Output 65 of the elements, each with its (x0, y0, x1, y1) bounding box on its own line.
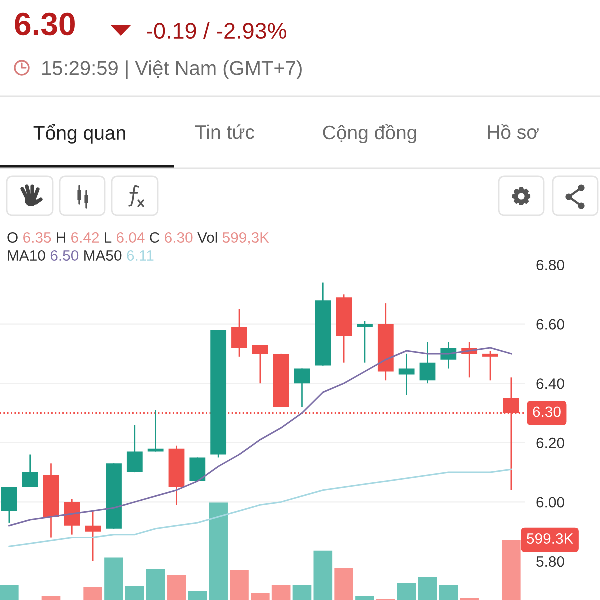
candlestick (126, 424, 143, 474)
y-tick-label: 6.20 (536, 438, 564, 448)
candlestick (148, 410, 164, 452)
bar (104, 558, 124, 600)
candlestick (232, 308, 248, 358)
y-tick-label: 6.40 (536, 378, 564, 390)
text: Tin tức (195, 124, 254, 140)
candlestick (357, 320, 373, 364)
line-series (8, 468, 512, 548)
text: 6.30 (15, 12, 75, 36)
bar (42, 596, 61, 600)
text: 599,3K (222, 232, 270, 245)
y-tick-label: 6.60 (536, 319, 564, 330)
text: 6.04 (116, 232, 145, 243)
bar (272, 585, 291, 600)
bar (0, 585, 19, 600)
candlestick (64, 498, 80, 536)
line-series (8, 347, 512, 527)
candlestick (1, 486, 18, 524)
text: Vol (198, 232, 218, 243)
text: H (57, 232, 66, 243)
bar (250, 593, 270, 600)
y-tick-label: 6.00 (536, 497, 564, 508)
bar (84, 587, 102, 600)
bar (397, 583, 416, 600)
bar (418, 577, 438, 600)
y-tick-label: 5.80 (536, 556, 564, 568)
text: L (105, 232, 112, 243)
text: Hồ sơ (488, 124, 539, 140)
text: 6.42 (72, 232, 100, 243)
text: MA50 (84, 250, 122, 261)
candlestick (398, 353, 415, 396)
bar (314, 550, 333, 600)
bar (146, 570, 166, 600)
bar (230, 570, 249, 600)
ref-line-label: 6.30 (533, 406, 561, 418)
text: 6.50 (50, 250, 79, 261)
bar (439, 585, 458, 600)
text: 6.11 (127, 250, 154, 261)
candlestick (22, 454, 38, 488)
text: Cộng đồng (323, 124, 416, 144)
text: 6.35 (24, 232, 52, 243)
bar (209, 502, 228, 600)
candlestick (420, 341, 436, 384)
candlestick (294, 368, 310, 408)
bar (334, 568, 354, 600)
text: Tổng quan (34, 124, 126, 144)
candlestick (252, 344, 268, 384)
candlestick (190, 457, 206, 482)
text: O (8, 232, 18, 243)
bar (126, 586, 144, 600)
bar (167, 575, 186, 600)
bar (356, 596, 374, 600)
chart-title: 6.30 (165, 232, 193, 243)
candlestick (482, 350, 498, 382)
candlestick (85, 510, 102, 562)
text: MA10 (8, 250, 46, 261)
bar (502, 540, 521, 600)
text: 599.3K (527, 533, 574, 544)
text: 15:29:59 | Việt Nam (GMT+7) (42, 60, 302, 80)
bar (188, 591, 208, 600)
chart-subtitle: -0.19 / -2.93% (147, 22, 287, 40)
y-tick-label: 6.80 (536, 260, 564, 271)
text: C (150, 232, 160, 243)
bar (292, 585, 312, 600)
